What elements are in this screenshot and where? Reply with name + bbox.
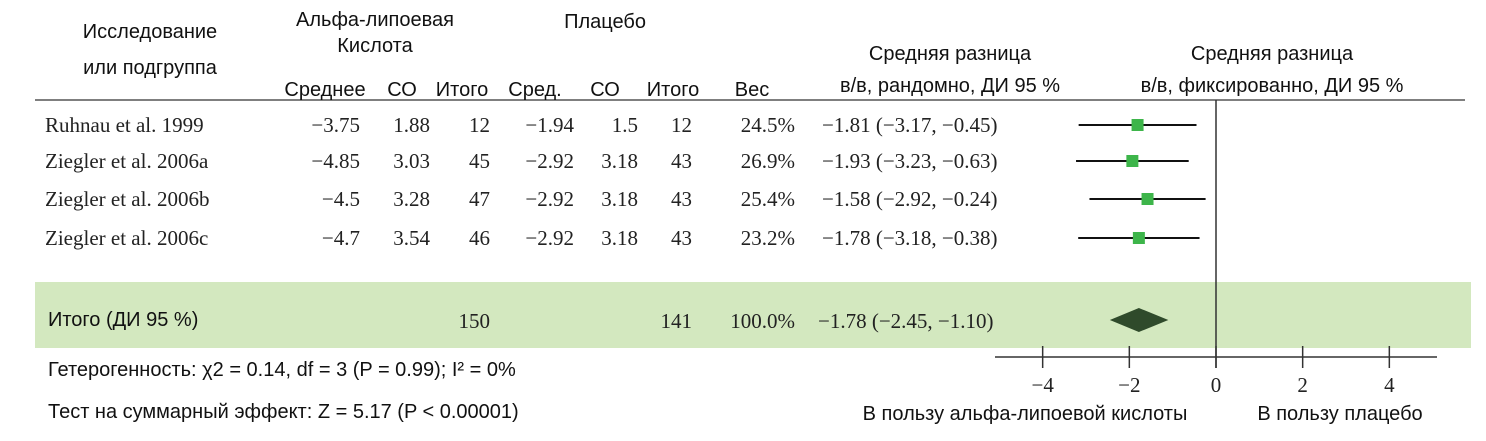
column-header: Среднее: [284, 79, 365, 101]
table-cell: 150: [459, 309, 491, 333]
column-header: СО: [387, 79, 417, 101]
table-cell: 3.54: [393, 226, 430, 250]
overall-test: Тест на суммарный эффект: Z = 5.17 (P < …: [48, 401, 519, 423]
header: Средняя разница: [1191, 43, 1354, 65]
table-cell: 12: [469, 113, 490, 137]
column-header: Сред.: [508, 79, 561, 101]
table-cell: 1.5: [612, 113, 638, 137]
table-cell: 24.5%: [741, 113, 795, 137]
effect-square: [1131, 119, 1144, 131]
table-cell: 3.03: [393, 149, 430, 173]
effect-square: [1141, 193, 1154, 205]
effect-label: −1.93 (−3.23, −0.63): [822, 149, 998, 173]
x-tick-label: 0: [1211, 373, 1222, 397]
table-cell: 100.0%: [730, 309, 795, 333]
table-cell: −4.7: [322, 226, 360, 250]
table-cell: −2.92: [525, 226, 574, 250]
table-cell: −4.85: [311, 149, 360, 173]
header: Плацебо: [564, 11, 646, 33]
total-highlight: [35, 282, 1471, 348]
header: или подгруппа: [83, 57, 218, 79]
table-cell: 1.88: [393, 113, 430, 137]
column-header: Вес: [735, 79, 769, 101]
table-cell: −1.94: [525, 113, 574, 137]
effect-square: [1126, 155, 1139, 167]
header: в/в, рандомно, ДИ 95 %: [840, 75, 1060, 97]
table-cell: 43: [671, 149, 692, 173]
table-cell: −3.75: [311, 113, 360, 137]
table-cell: −4.5: [322, 187, 360, 211]
table-cell: 23.2%: [741, 226, 795, 250]
heterogeneity: Гетерогенность: χ2 = 0.14, df = 3 (P = 0…: [48, 359, 516, 381]
column-header: Итого: [436, 79, 488, 101]
table-cell: 3.18: [601, 187, 638, 211]
study-name: Ziegler et al. 2006a: [45, 149, 209, 173]
x-tick-label: 2: [1297, 373, 1308, 397]
effect-label: −1.58 (−2.92, −0.24): [822, 187, 998, 211]
table-cell: 25.4%: [741, 187, 795, 211]
table-cell: −2.92: [525, 187, 574, 211]
effect-label: −1.81 (−3.17, −0.45): [822, 113, 998, 137]
study-name: Ziegler et al. 2006c: [45, 226, 208, 250]
effect-label: −1.78 (−2.45, −1.10): [818, 309, 994, 333]
study-name: Ziegler et al. 2006b: [45, 187, 209, 211]
column-header: Итого: [647, 79, 699, 101]
table-cell: 3.18: [601, 149, 638, 173]
x-tick-label: −4: [1031, 373, 1054, 397]
study-name: Итого (ДИ 95 %): [48, 309, 198, 331]
x-label-left: В пользу альфа-липоевой кислоты: [863, 403, 1188, 425]
summary-diamond: [1109, 308, 1169, 332]
header: Альфа-липоевая: [296, 9, 454, 31]
table-cell: 45: [469, 149, 490, 173]
study-name: Ruhnau et al. 1999: [45, 113, 204, 137]
table-cell: 43: [671, 226, 692, 250]
header: Исследование: [83, 21, 217, 43]
table-cell: −2.92: [525, 149, 574, 173]
table-cell: 3.18: [601, 226, 638, 250]
header: Средняя разница: [869, 43, 1032, 65]
x-tick-label: −2: [1118, 373, 1140, 397]
header: в/в, фиксированно, ДИ 95 %: [1141, 75, 1404, 97]
table-cell: 12: [671, 113, 692, 137]
table-cell: 26.9%: [741, 149, 795, 173]
effect-label: −1.78 (−3.18, −0.38): [822, 226, 998, 250]
table-cell: 43: [671, 187, 692, 211]
table-cell: 141: [661, 309, 693, 333]
table-cell: 46: [469, 226, 490, 250]
table-cell: 47: [469, 187, 490, 211]
column-header: СО: [590, 79, 620, 101]
x-label-right: В пользу плацебо: [1257, 403, 1422, 425]
x-tick-label: 4: [1384, 373, 1395, 397]
effect-square: [1132, 232, 1145, 244]
header: Кислота: [337, 35, 413, 57]
table-cell: 3.28: [393, 187, 430, 211]
